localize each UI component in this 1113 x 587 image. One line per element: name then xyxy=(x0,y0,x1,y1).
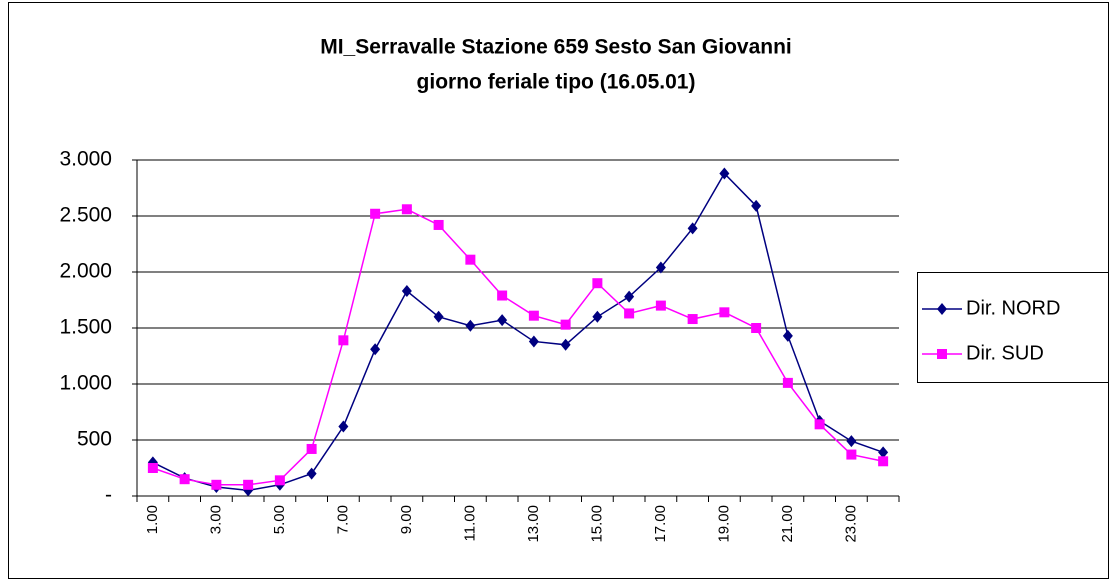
y-tick-label: 500 xyxy=(77,428,112,451)
chart-subtitle: giorno feriale tipo (16.05.01) xyxy=(417,71,696,94)
y-tick-label: 2.000 xyxy=(59,260,112,283)
y-tick-label: 2.500 xyxy=(59,204,112,227)
x-tick-label: 21.00 xyxy=(779,505,796,543)
data-point xyxy=(401,204,412,215)
x-tick-label: 23.00 xyxy=(842,505,859,543)
x-tick-label: 1.00 xyxy=(144,505,161,534)
y-tick-label: 1.000 xyxy=(59,372,112,395)
data-point xyxy=(560,319,571,330)
data-point xyxy=(306,467,317,480)
data-point xyxy=(465,319,476,332)
legend-label: Dir. NORD xyxy=(966,297,1060,319)
x-tick-label: 11.00 xyxy=(461,505,478,541)
series-line xyxy=(152,172,884,492)
data-point xyxy=(211,479,222,490)
data-point xyxy=(370,343,381,356)
x-tick-label: 3.00 xyxy=(207,505,224,534)
data-point xyxy=(370,208,381,219)
data-point xyxy=(687,314,698,325)
data-point xyxy=(687,222,698,235)
data-point xyxy=(719,167,730,180)
data-point xyxy=(243,479,254,490)
data-point xyxy=(560,338,571,351)
data-point xyxy=(465,254,476,265)
data-point xyxy=(846,435,857,448)
x-tick-label: 13.00 xyxy=(525,505,542,543)
data-point xyxy=(624,290,635,303)
data-point xyxy=(179,474,190,485)
data-point xyxy=(433,219,444,230)
data-point xyxy=(528,310,539,321)
data-point xyxy=(306,443,317,454)
chart-title: MI_Serravalle Stazione 659 Sesto San Gio… xyxy=(320,36,792,59)
data-point xyxy=(592,278,603,289)
data-point xyxy=(878,446,889,459)
data-point xyxy=(338,420,349,433)
data-point xyxy=(655,261,666,274)
data-point xyxy=(147,463,158,473)
data-point xyxy=(751,199,762,212)
x-tick-label: 17.00 xyxy=(652,505,669,543)
data-point xyxy=(401,285,412,298)
data-point xyxy=(814,419,825,430)
data-point xyxy=(878,456,889,467)
legend-label: Dir. SUD xyxy=(966,342,1044,364)
data-point xyxy=(846,449,857,460)
data-point xyxy=(782,329,793,342)
x-tick-label: 7.00 xyxy=(334,505,351,534)
series-line xyxy=(152,208,884,486)
data-point xyxy=(528,335,539,348)
legend-marker xyxy=(937,349,947,359)
y-tick-label: - xyxy=(105,484,112,507)
y-tick-label: 3.000 xyxy=(59,148,112,171)
x-tick-label: 5.00 xyxy=(271,505,288,534)
data-point xyxy=(497,290,508,301)
x-tick-label: 9.00 xyxy=(398,505,415,534)
data-point xyxy=(655,300,666,311)
data-point xyxy=(624,308,635,319)
data-point xyxy=(592,310,603,323)
data-point xyxy=(497,314,508,327)
x-tick-label: 19.00 xyxy=(715,505,732,543)
data-point xyxy=(782,377,793,388)
data-point xyxy=(433,310,444,323)
legend-marker xyxy=(937,303,947,315)
data-point xyxy=(719,307,730,318)
legend-box xyxy=(917,272,1109,383)
data-point xyxy=(751,323,762,333)
y-tick-label: 1.500 xyxy=(59,316,112,339)
data-point xyxy=(274,475,285,486)
data-point xyxy=(338,335,349,346)
x-tick-label: 15.00 xyxy=(588,505,605,543)
